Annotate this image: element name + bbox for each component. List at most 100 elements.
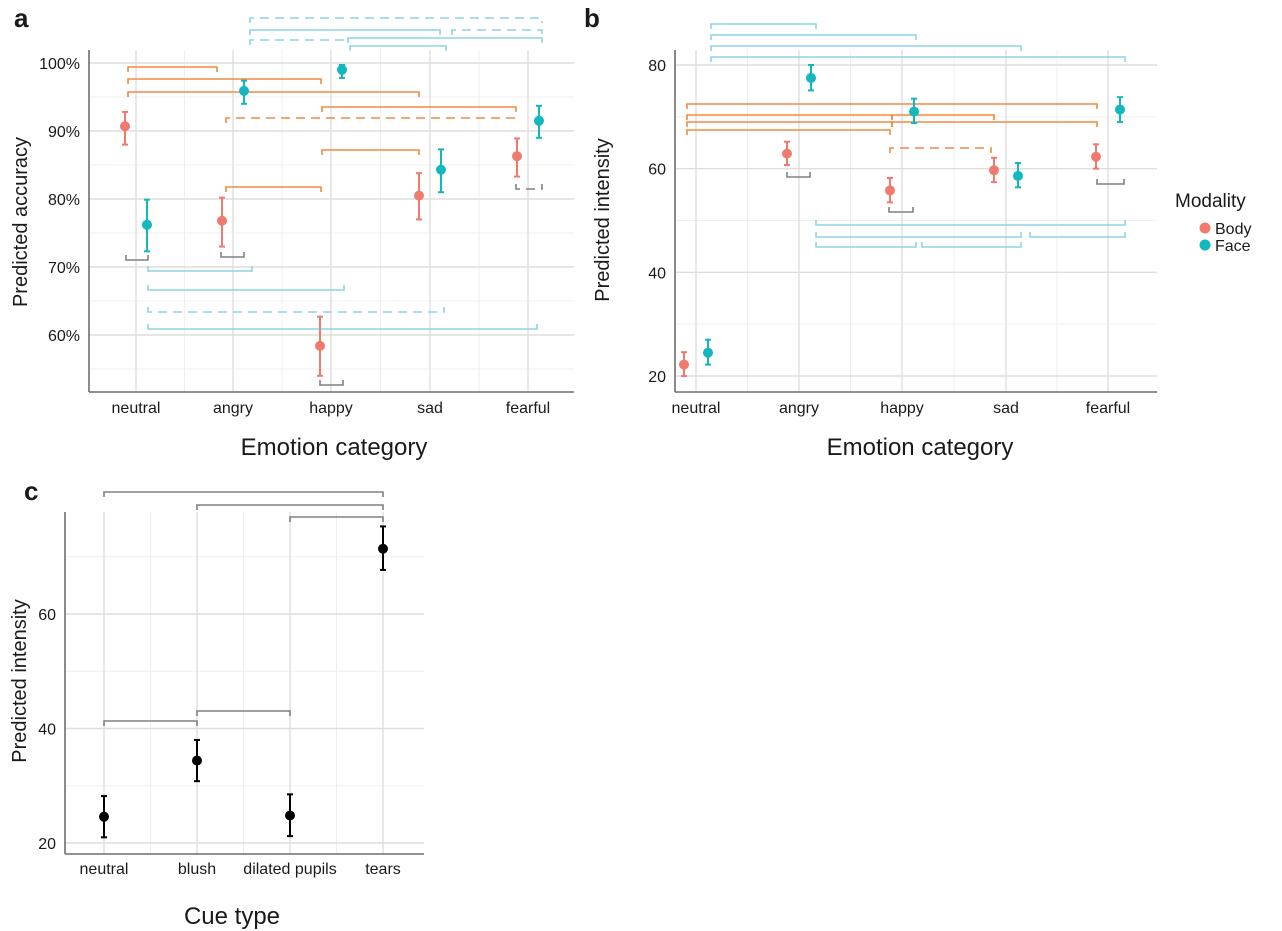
significance-bracket bbox=[321, 106, 517, 112]
x-tick-label: sad bbox=[993, 400, 1019, 417]
panel-label-c: c bbox=[24, 476, 38, 506]
x-tick-label: blush bbox=[178, 861, 216, 878]
significance-bracket bbox=[891, 114, 995, 120]
point-body-happy bbox=[885, 185, 895, 196]
x-tick-label: angry bbox=[779, 400, 819, 417]
point-body-happy bbox=[315, 340, 325, 351]
point-face-sad bbox=[1013, 170, 1023, 181]
x-tick-label: happy bbox=[880, 400, 924, 417]
significance-bracket bbox=[888, 207, 914, 213]
significance-bracket bbox=[321, 149, 420, 155]
point-body-angry bbox=[217, 215, 227, 226]
y-tick-label: 60 bbox=[648, 162, 666, 179]
point-face-fearful bbox=[534, 115, 544, 126]
significance-bracket bbox=[103, 491, 384, 497]
panel-a-x-title: Emotion category bbox=[241, 434, 428, 461]
point-body-sad bbox=[989, 165, 999, 176]
x-tick-label: neutral bbox=[112, 400, 161, 417]
y-tick-label: 20 bbox=[648, 369, 666, 386]
significance-bracket bbox=[710, 45, 1022, 51]
x-tick-label: happy bbox=[309, 400, 353, 417]
significance-bracket bbox=[289, 516, 384, 522]
significance-bracket bbox=[686, 103, 1098, 109]
panel-b: 20 40 60 80 neutral angry happy sad fearful bbox=[648, 23, 1157, 417]
y-tick-label: 60 bbox=[38, 607, 56, 624]
legend-swatch-face bbox=[1199, 239, 1211, 251]
significance-bracket bbox=[249, 39, 346, 45]
point-body-sad bbox=[414, 190, 424, 201]
significance-bracket bbox=[196, 710, 291, 716]
y-tick-label: 40 bbox=[648, 265, 666, 282]
significance-bracket bbox=[451, 29, 543, 35]
legend: Modality Body Face bbox=[1175, 191, 1251, 255]
significance-bracket bbox=[249, 29, 441, 35]
significance-bracket bbox=[147, 324, 538, 330]
y-tick-label: 90% bbox=[48, 124, 80, 141]
y-tick-label: 80% bbox=[48, 192, 80, 209]
significance-bracket bbox=[710, 34, 917, 40]
significance-bracket bbox=[710, 56, 1126, 62]
significance-bracket bbox=[686, 129, 891, 135]
panel-a-y-title: Predicted accuracy bbox=[10, 137, 32, 307]
significance-bracket bbox=[127, 66, 218, 72]
plots: 60% 70% 80% 90% 100% neutral angry happy sad fear… bbox=[38, 17, 1157, 878]
panel-c-y-title: Predicted intensity bbox=[9, 599, 31, 762]
panel-c-x-title: Cue type bbox=[184, 903, 280, 930]
significance-bracket bbox=[127, 78, 322, 84]
y-tick-label: 20 bbox=[38, 836, 56, 853]
legend-title: Modality bbox=[1175, 191, 1246, 212]
x-tick-label: angry bbox=[213, 400, 253, 417]
point-face-fearful bbox=[1115, 104, 1125, 115]
x-tick-label: fearful bbox=[1086, 400, 1130, 417]
significance-bracket bbox=[103, 720, 198, 726]
panel-a: 60% 70% 80% 90% 100% neutral angry happy sad fear… bbox=[39, 17, 574, 417]
y-tick-label: 70% bbox=[48, 260, 80, 277]
significance-bracket bbox=[686, 114, 893, 120]
significance-bracket bbox=[220, 252, 245, 258]
significance-bracket bbox=[1096, 179, 1125, 185]
x-tick-label: tears bbox=[365, 861, 401, 878]
significance-bracket bbox=[1029, 232, 1126, 238]
point-body-fearful bbox=[1091, 151, 1101, 162]
legend-label-body: Body bbox=[1215, 221, 1251, 238]
significance-bracket bbox=[686, 121, 893, 127]
point-face-angry bbox=[806, 72, 816, 83]
panel-b-y-title: Predicted intensity bbox=[592, 138, 614, 301]
point-cue-neutral bbox=[99, 811, 109, 822]
panel-label-b: b bbox=[584, 3, 600, 33]
significance-bracket bbox=[127, 91, 420, 97]
significance-bracket bbox=[786, 172, 811, 178]
x-tick-label: dilated pupils bbox=[243, 861, 336, 878]
point-face-neutral bbox=[703, 347, 713, 358]
y-tick-label: 80 bbox=[648, 58, 666, 75]
point-face-sad bbox=[436, 164, 446, 175]
significance-bracket bbox=[710, 23, 817, 29]
point-face-happy bbox=[909, 106, 919, 117]
significance-bracket bbox=[249, 17, 543, 23]
significance-bracket bbox=[125, 255, 149, 261]
legend-swatch-body bbox=[1199, 222, 1211, 234]
point-cue-dilated-pupils bbox=[285, 810, 295, 821]
significance-bracket bbox=[921, 242, 1022, 248]
significance-bracket bbox=[147, 285, 345, 291]
point-face-angry bbox=[239, 85, 249, 96]
point-body-fearful bbox=[512, 151, 522, 162]
x-tick-label: sad bbox=[417, 400, 443, 417]
significance-bracket bbox=[815, 232, 1022, 238]
significance-bracket bbox=[225, 117, 517, 123]
y-tick-label: 40 bbox=[38, 722, 56, 739]
panel-c: 20 40 60 neutral blush dilated pupils tears bbox=[38, 491, 424, 878]
point-body-angry bbox=[782, 148, 792, 159]
y-tick-label: 60% bbox=[48, 328, 80, 345]
significance-bracket bbox=[147, 307, 445, 313]
x-tick-label: neutral bbox=[672, 400, 721, 417]
point-body-neutral bbox=[679, 359, 689, 370]
panel-label-a: a bbox=[14, 3, 29, 33]
significance-bracket bbox=[515, 184, 543, 190]
x-tick-label: fearful bbox=[506, 400, 550, 417]
significance-bracket bbox=[889, 147, 992, 153]
significance-bracket bbox=[815, 220, 1126, 226]
point-cue-tears bbox=[378, 543, 388, 554]
significance-bracket bbox=[147, 266, 253, 272]
